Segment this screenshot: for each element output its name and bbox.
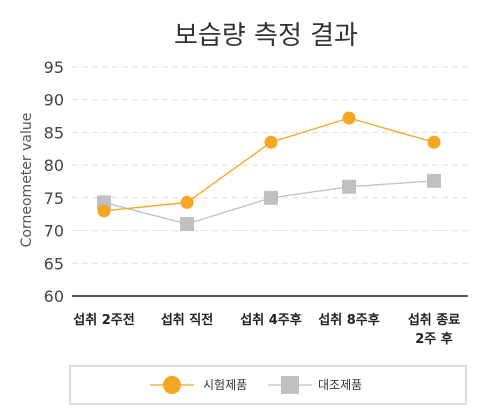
y-tick-label: 80 xyxy=(44,156,64,175)
data-point xyxy=(342,111,356,125)
y-tick-label: 95 xyxy=(44,58,64,77)
y-tick-label: 90 xyxy=(44,91,64,110)
y-tick-label: 60 xyxy=(44,287,64,306)
data-point xyxy=(342,179,356,194)
y-tick-label: 65 xyxy=(44,254,64,273)
gridlines xyxy=(72,66,468,264)
data-point xyxy=(427,173,441,188)
data-point xyxy=(97,204,111,218)
x-tick-label: 섭취 8주후 xyxy=(318,312,379,328)
series-test-product xyxy=(97,111,441,218)
y-tick-label: 75 xyxy=(44,189,64,208)
series-group xyxy=(97,111,441,232)
legend-marker xyxy=(163,376,181,394)
series-control-product xyxy=(97,173,441,232)
data-point xyxy=(180,195,194,209)
y-tick-label: 70 xyxy=(44,222,64,241)
data-point xyxy=(264,190,278,205)
y-axis-label: Corneometer value xyxy=(19,113,35,248)
data-point xyxy=(427,135,441,149)
legend-label: 대조제품 xyxy=(318,378,362,392)
data-point xyxy=(264,135,278,149)
chart-title: 보습량 측정 결과 xyxy=(174,21,358,51)
x-tick-label: 2주 후 xyxy=(415,331,453,347)
x-tick-label: 섭취 종료 xyxy=(408,312,460,328)
data-point xyxy=(180,217,194,232)
x-tick-labels: 섭취 2주전 섭취 직전 섭취 4주후 섭취 8주후 섭취 종료 2주 후 xyxy=(73,312,460,347)
x-tick-label: 섭취 2주전 xyxy=(73,312,134,328)
legend: 시험제품 대조제품 xyxy=(69,365,467,405)
y-tick-label: 85 xyxy=(44,123,64,142)
legend-label: 시험제품 xyxy=(203,378,247,392)
legend-marker xyxy=(281,376,299,394)
x-tick-label: 섭취 직전 xyxy=(161,312,213,328)
x-tick-label: 섭취 4주후 xyxy=(240,312,301,328)
y-tick-labels: 60 65 70 75 80 85 90 95 xyxy=(44,58,64,306)
